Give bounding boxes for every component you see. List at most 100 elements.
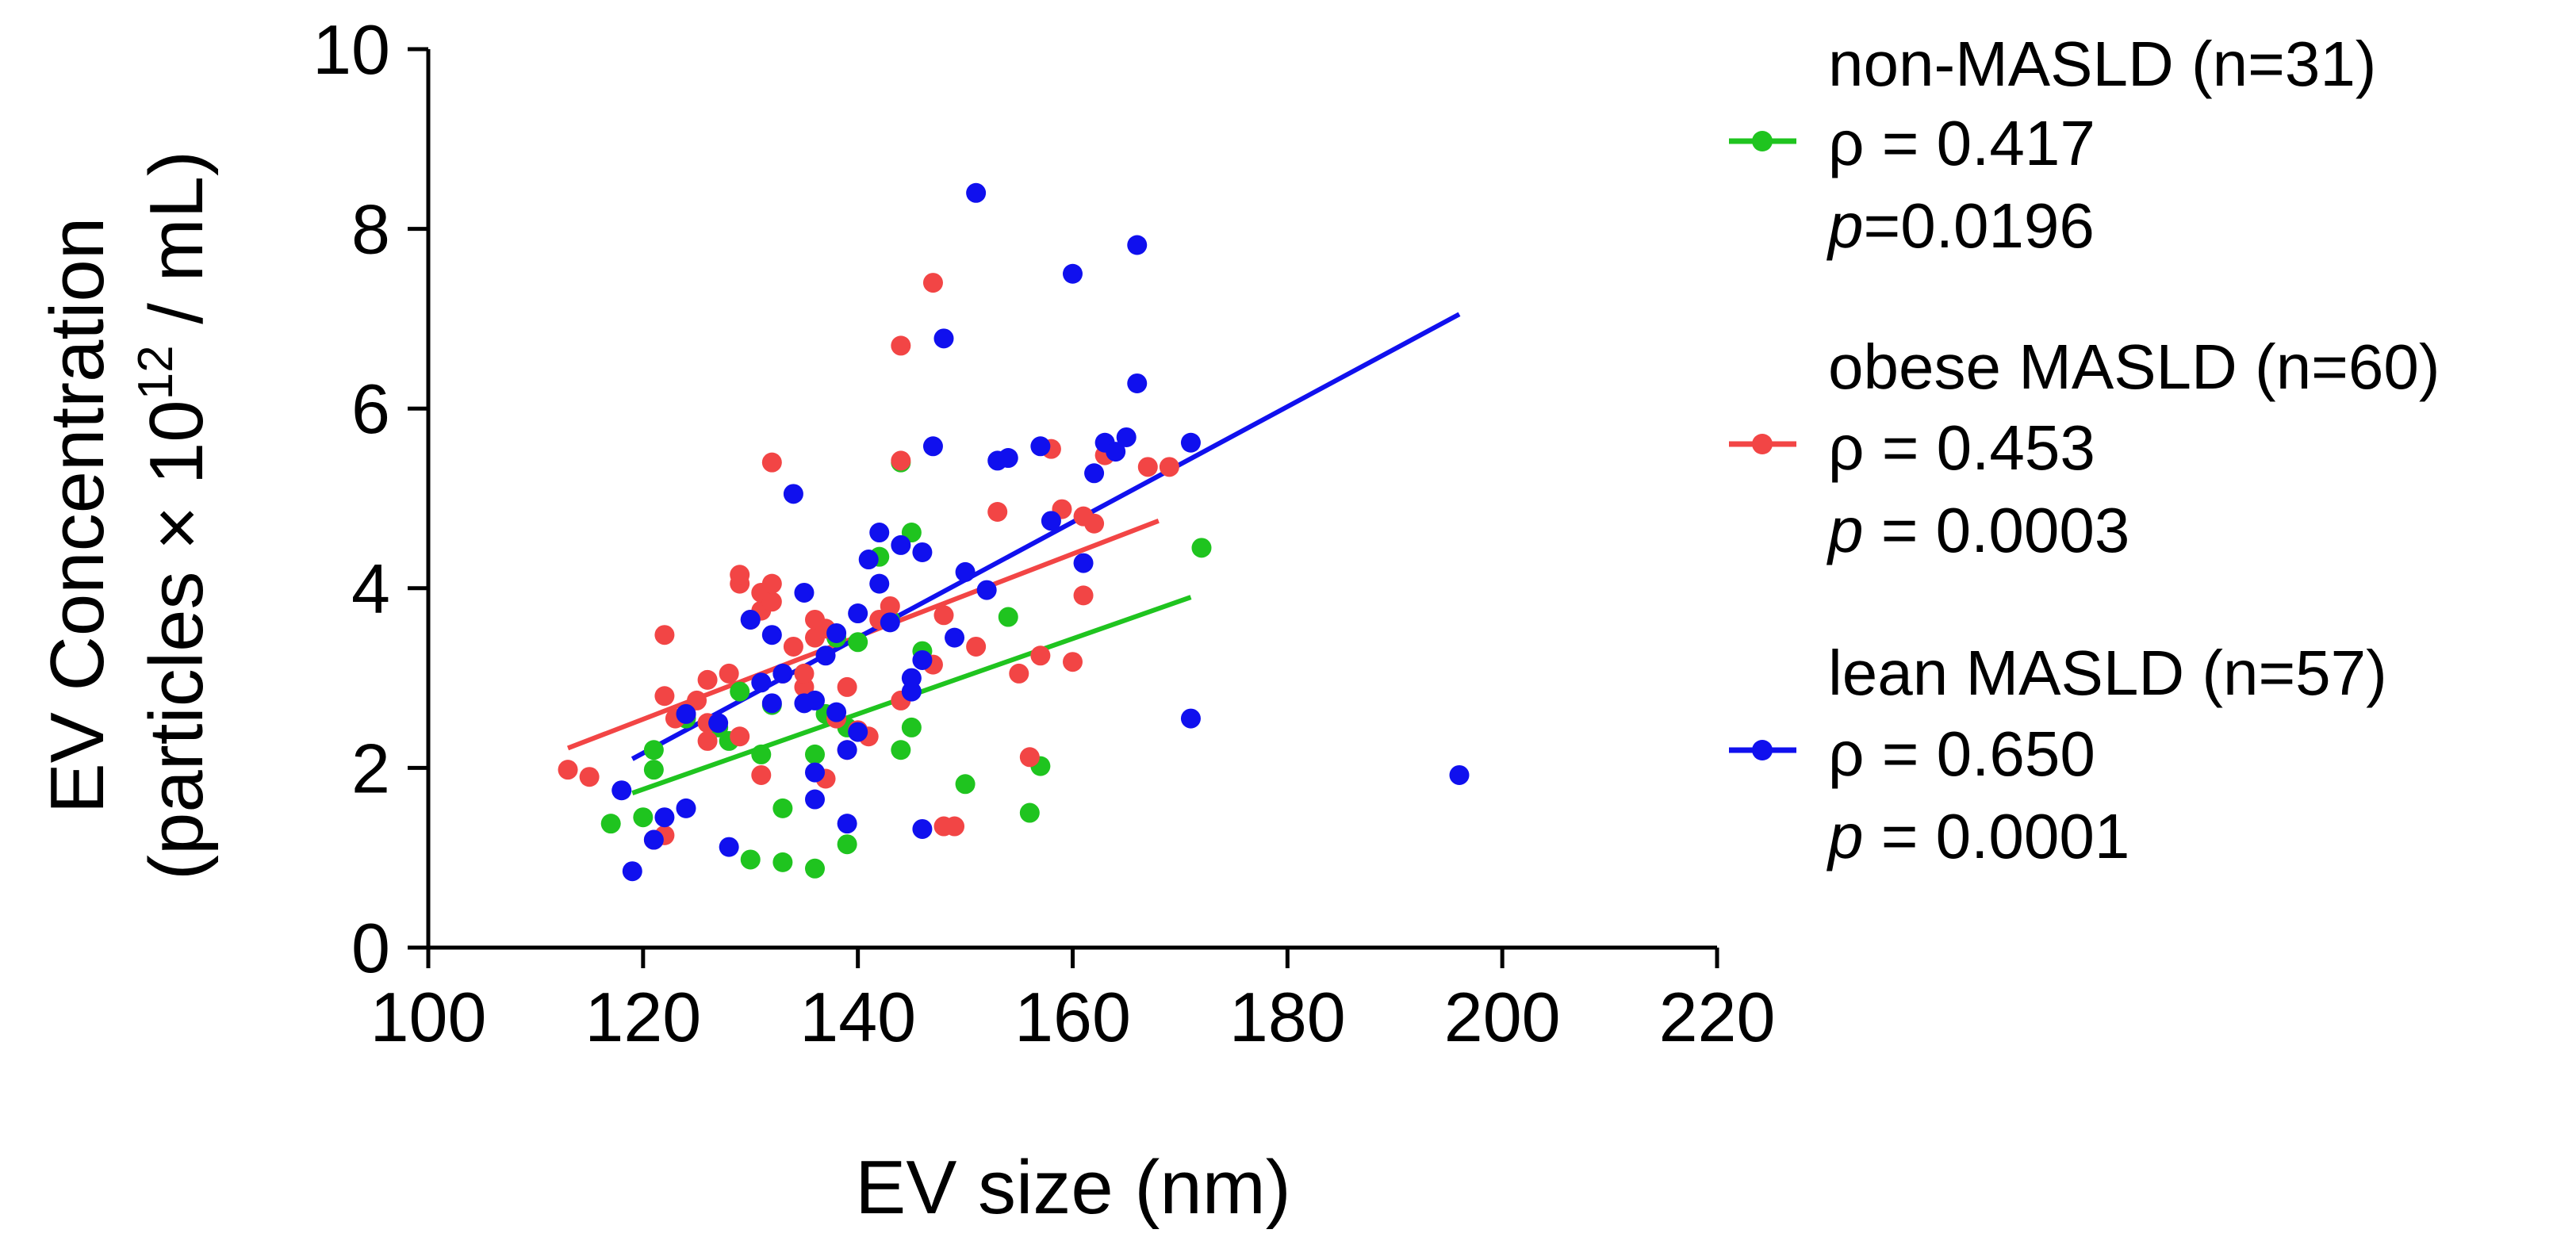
point-lean-masld-22 — [848, 722, 868, 742]
point-lean-masld-12 — [783, 484, 803, 504]
point-lean-masld-14 — [794, 582, 815, 603]
point-lean-masld-50 — [1180, 432, 1201, 453]
point-obese-masld-39 — [891, 450, 911, 471]
point-lean-masld-15 — [805, 762, 825, 783]
point-non-masld-12 — [772, 798, 793, 818]
point-obese-masld-47 — [1019, 747, 1040, 768]
point-obese-masld-11 — [697, 730, 718, 751]
x-tick-label-220: 220 — [1659, 978, 1776, 1056]
y-tick-label-4: 4 — [351, 550, 390, 628]
data-points — [558, 182, 1470, 882]
x-ticks: 100 120 140 160 180 200 220 — [370, 948, 1776, 1056]
point-non-masld-0 — [600, 814, 621, 834]
point-obese-masld-56 — [1137, 457, 1158, 477]
point-lean-masld-33 — [933, 328, 954, 349]
point-lean-masld-26 — [869, 573, 890, 594]
point-obese-masld-43 — [945, 816, 965, 837]
point-lean-masld-21 — [837, 740, 857, 760]
point-lean-masld-1 — [622, 861, 642, 882]
point-non-masld-25 — [901, 717, 922, 737]
y-tick-label-6: 6 — [351, 370, 390, 448]
point-lean-masld-55 — [708, 713, 729, 733]
point-obese-masld-17 — [751, 764, 772, 785]
point-lean-masld-25 — [869, 523, 890, 543]
point-obese-masld-24 — [783, 636, 803, 657]
point-obese-masld-44 — [966, 636, 987, 657]
legend-entry-obese-masld: obese MASLD (n=60) ρ = 0.453 p = 0.0003 — [1729, 331, 2440, 565]
point-obese-masld-53 — [1073, 585, 1094, 606]
point-obese-masld-8 — [687, 690, 707, 711]
point-lean-masld-23 — [848, 603, 868, 624]
point-lean-masld-32 — [922, 436, 943, 457]
point-lean-masld-3 — [654, 807, 675, 828]
point-non-masld-28 — [998, 607, 1018, 627]
point-non-masld-2 — [643, 760, 664, 780]
point-obese-masld-45 — [987, 501, 1008, 522]
point-lean-masld-44 — [1084, 463, 1105, 484]
point-obese-masld-46 — [1009, 663, 1029, 684]
point-lean-masld-2 — [643, 829, 664, 850]
point-lean-masld-41 — [1041, 511, 1061, 531]
point-non-masld-17 — [837, 834, 857, 855]
point-lean-masld-8 — [751, 672, 772, 693]
point-obese-masld-58 — [933, 605, 954, 626]
legend-name-lean-masld: lean MASLD (n=57) — [1828, 638, 2387, 708]
point-lean-masld-43 — [1073, 553, 1094, 573]
point-lean-masld-7 — [740, 609, 761, 630]
point-lean-masld-5 — [676, 703, 696, 724]
point-lean-masld-52 — [1449, 764, 1470, 785]
point-obese-masld-57 — [1159, 457, 1179, 477]
point-lean-masld-37 — [976, 580, 997, 600]
point-lean-masld-49 — [1127, 235, 1148, 255]
point-obese-masld-26 — [794, 663, 815, 684]
point-lean-masld-27 — [891, 534, 911, 555]
point-obese-masld-48 — [1030, 645, 1051, 666]
point-obese-masld-51 — [1063, 652, 1083, 672]
point-non-masld-11 — [772, 852, 793, 872]
point-obese-masld-0 — [558, 760, 578, 780]
y-tick-label-10: 10 — [312, 10, 390, 89]
legend: non-MASLD (n=31) ρ = 0.417 p=0.0196 obes… — [1729, 29, 2440, 871]
point-lean-masld-51 — [1180, 708, 1201, 729]
point-non-masld-29 — [1019, 802, 1040, 823]
point-lean-masld-10 — [761, 625, 782, 645]
point-obese-masld-40 — [922, 273, 943, 293]
legend-entry-lean-masld: lean MASLD (n=57) ρ = 0.650 p = 0.0001 — [1729, 638, 2387, 871]
point-obese-masld-36 — [880, 596, 900, 616]
legend-name-non-masld: non-MASLD (n=31) — [1828, 29, 2376, 99]
point-lean-masld-29 — [901, 668, 922, 688]
point-lean-masld-0 — [611, 780, 632, 801]
fit-line-lean-masld — [631, 312, 1461, 761]
point-obese-masld-33 — [837, 676, 857, 697]
legend-p-lean-masld: p = 0.0001 — [1827, 801, 2129, 871]
point-lean-masld-39 — [998, 448, 1018, 469]
point-lean-masld-6 — [719, 837, 739, 857]
legend-marker-obese-masld — [1752, 434, 1773, 454]
point-non-masld-27 — [955, 774, 976, 795]
point-obese-masld-54 — [1084, 513, 1105, 534]
y-tick-label-8: 8 — [351, 190, 390, 269]
point-non-masld-3 — [643, 740, 664, 760]
point-non-masld-1 — [633, 807, 654, 828]
legend-p-obese-masld: p = 0.0003 — [1827, 495, 2129, 565]
y-axis-title: EV Concentration (particles × 1012 / mL) — [35, 151, 219, 880]
point-non-masld-23 — [891, 740, 911, 760]
point-non-masld-31 — [1191, 538, 1212, 558]
x-tick-label-160: 160 — [1014, 978, 1131, 1056]
legend-rho-non-masld: ρ = 0.417 — [1828, 108, 2095, 178]
point-lean-masld-11 — [772, 663, 793, 684]
point-lean-masld-53 — [880, 612, 900, 633]
point-obese-masld-13 — [730, 726, 750, 747]
legend-p-non-masld: p=0.0196 — [1827, 190, 2095, 261]
legend-marker-lean-masld — [1752, 740, 1773, 760]
y-axis-title-line2: (particles × 1012 / mL) — [128, 151, 219, 880]
point-lean-masld-40 — [1030, 436, 1051, 457]
point-lean-masld-35 — [955, 561, 976, 582]
point-obese-masld-21 — [761, 573, 782, 594]
point-lean-masld-34 — [945, 627, 965, 648]
point-obese-masld-1 — [579, 767, 600, 787]
point-non-masld-7 — [730, 681, 750, 702]
point-lean-masld-24 — [858, 550, 879, 570]
y-axis-title-suffix: / mL) — [134, 151, 219, 345]
